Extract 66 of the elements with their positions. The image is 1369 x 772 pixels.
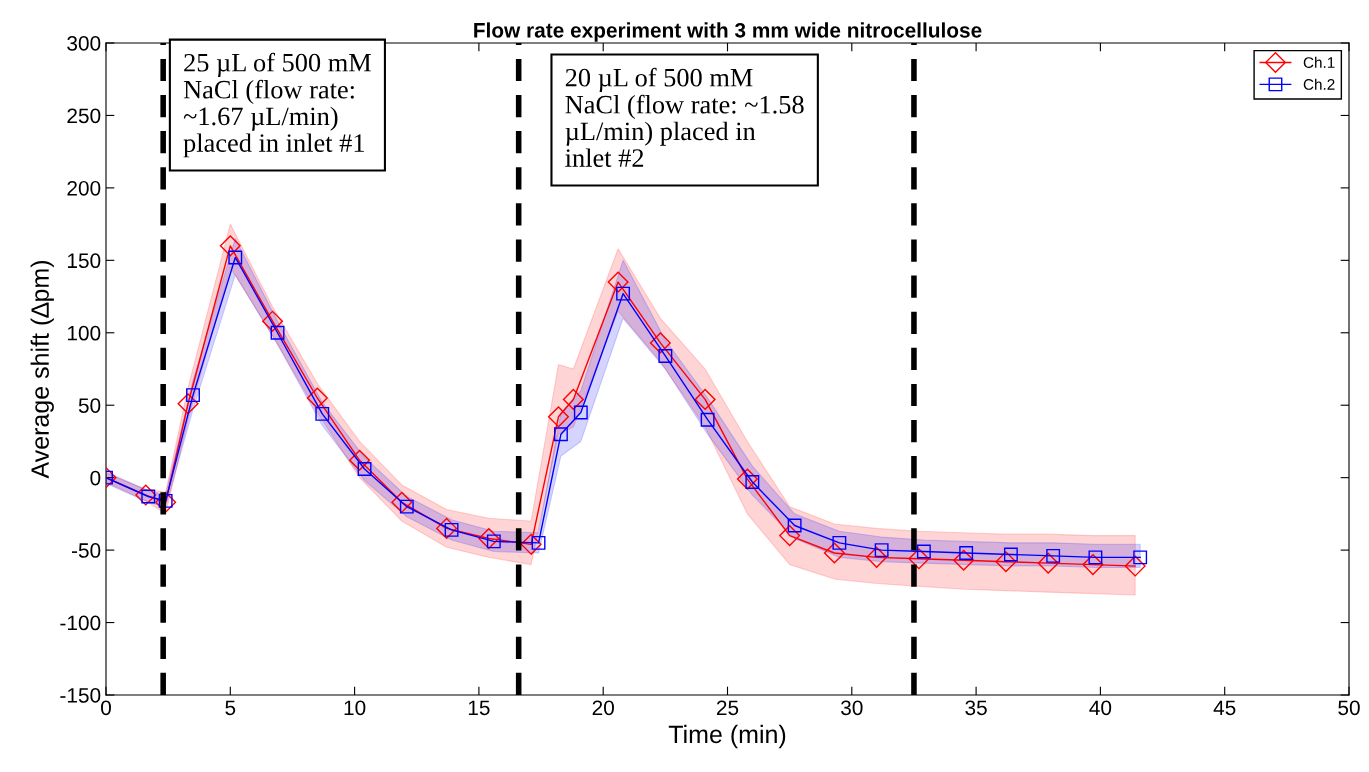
point <box>649 332 671 354</box>
point <box>787 518 802 533</box>
point <box>616 286 631 301</box>
x-tick-label: 40 <box>1089 700 1112 716</box>
point <box>1133 550 1148 565</box>
annotation: 20 µL of 500 mM NaCl (flow rate: ~1.58 µL/min) placed in inlet #2 <box>565 67 804 167</box>
point <box>866 546 888 568</box>
annotation: 25 µL of 500 mM NaCl (flow rate: ~1.67 µL/min) placed in inlet #1 <box>183 52 371 158</box>
y-tick-label: 300 <box>67 36 101 51</box>
point <box>306 387 328 409</box>
point <box>1037 552 1059 574</box>
point <box>573 405 588 420</box>
point <box>228 250 243 265</box>
x-tick-label: 50 <box>1338 700 1360 716</box>
point <box>177 393 199 415</box>
point <box>736 468 758 490</box>
x-tick-label: 15 <box>468 700 490 716</box>
point <box>995 551 1017 573</box>
x-axis-title: Time (min) <box>668 724 786 749</box>
point <box>219 235 241 257</box>
point <box>349 449 371 471</box>
chart-title: Flow rate experiment with 3 mm wide nitrocellulose <box>474 22 982 42</box>
point <box>315 406 330 421</box>
point <box>953 549 975 571</box>
point <box>547 406 569 428</box>
y-tick-label: 100 <box>67 325 101 341</box>
point <box>520 533 542 555</box>
x-tick-label: 20 <box>592 700 614 716</box>
point <box>553 427 568 442</box>
x-tick-label: 5 <box>225 700 236 716</box>
x-tick-label: 35 <box>965 700 987 716</box>
y-tick-label: -50 <box>71 543 101 558</box>
y-tick-label: -150 <box>60 688 101 703</box>
legend-label: Ch.1 <box>1303 56 1335 68</box>
x-tick-label: 10 <box>344 700 366 716</box>
point <box>357 462 372 476</box>
x-tick-label: 30 <box>841 700 863 716</box>
legend-label: Ch.2 <box>1303 78 1335 90</box>
x-tick-label: 45 <box>1213 700 1236 716</box>
x-tick-label: 0 <box>101 700 111 716</box>
point <box>270 325 285 340</box>
point <box>908 548 930 570</box>
point <box>700 412 715 427</box>
y-tick-label: -100 <box>60 615 101 631</box>
y-tick-label: 250 <box>67 108 101 124</box>
y-axis-title: Average shift (∆pm) <box>30 261 54 479</box>
y-tick-label: 50 <box>78 398 101 413</box>
point <box>1082 554 1104 576</box>
x-tick-label: 25 <box>716 700 739 716</box>
point <box>779 525 801 547</box>
point <box>436 517 458 539</box>
point <box>658 349 673 363</box>
point <box>391 491 413 513</box>
point <box>186 388 200 403</box>
point <box>694 388 716 410</box>
y-tick-label: 150 <box>67 253 101 269</box>
point <box>478 528 500 550</box>
y-tick-label: 0 <box>90 470 101 486</box>
point <box>832 535 847 550</box>
point <box>607 271 629 293</box>
point <box>562 388 584 410</box>
point <box>823 542 845 564</box>
point <box>1124 555 1146 577</box>
y-tick-label: 200 <box>67 180 101 196</box>
point <box>262 310 284 332</box>
point <box>135 484 157 506</box>
